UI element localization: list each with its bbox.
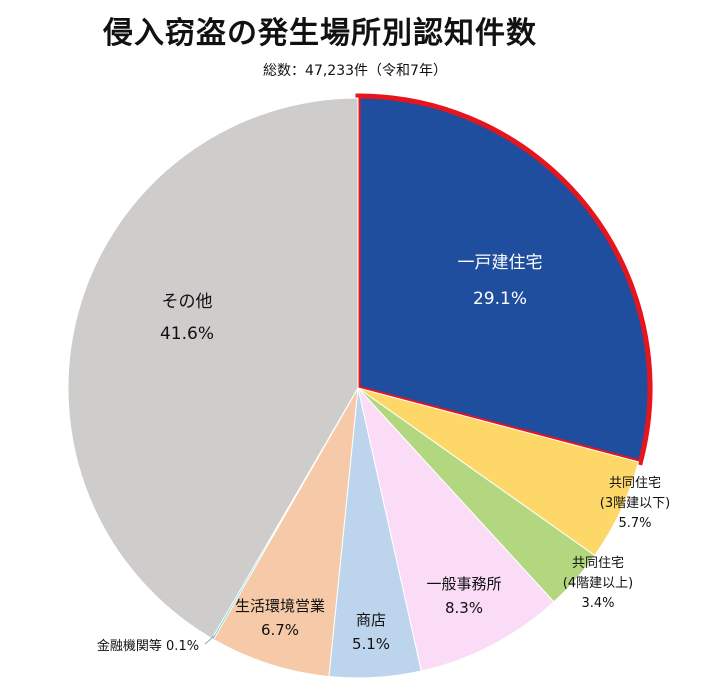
slice-label-financial: 金融機関等 0.1% [97,638,199,654]
pie-slice-detached-house [355,93,653,466]
slice-label-living-environment: 生活環境営業 [235,597,325,615]
slice-label-apartment-high: (4階建以上) [563,576,633,591]
slice-value-apartment-high: 3.4% [581,596,614,611]
chart-title: 侵入窃盗の発生場所別認知件数 [103,16,537,51]
slice-label-shop: 商店 [356,611,386,629]
pie-slice-office [357,386,555,672]
pie-slice-other [67,97,359,640]
slice-value-apartment-low: 5.7% [618,516,651,531]
slice-label-detached-house: 一戸建住宅 [458,253,543,273]
slice-label-other: その他 [162,292,213,312]
slice-label-apartment-low: (3階建以下) [600,496,670,511]
slice-value-other: 41.6% [160,324,214,344]
slice-value-living-environment: 6.7% [261,621,299,639]
slice-value-office: 8.3% [445,599,483,617]
slice-label-apartment-low: 共同住宅 [609,476,661,491]
slice-label-apartment-high: 共同住宅 [572,556,624,571]
slice-value-detached-house: 29.1% [473,289,527,309]
slice-value-shop: 5.1% [352,635,390,653]
slice-label-office: 一般事務所 [426,575,501,593]
pie-slice-living-environment [212,387,359,678]
leader-line-financial [204,635,216,645]
chart-subtitle: 総数：47,233件（令和7年） [263,63,447,79]
